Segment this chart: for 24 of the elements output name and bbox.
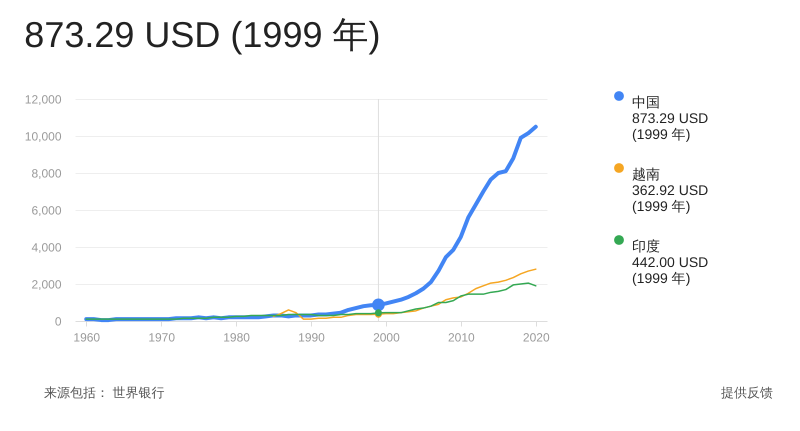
y-tick-label: 4,000: [31, 240, 62, 254]
chart-title: 873.29 USD (1999 年): [24, 14, 380, 55]
x-tick-label: 2000: [373, 330, 400, 344]
text: 来源包括： 世界银行: [44, 384, 165, 402]
text: 442.00 USD (1999 年): [632, 254, 708, 286]
y-tick-label: 10,000: [24, 130, 62, 144]
x-tick-label: 2020: [522, 330, 550, 344]
line-series: [85, 282, 537, 320]
text: 提供反馈: [721, 384, 773, 402]
y-tick-label: 8,000: [31, 166, 62, 180]
x-tick-label: 1990: [298, 330, 326, 344]
x-tick-label: 2010: [448, 330, 476, 344]
text: 873.29 USD (1999 年): [632, 110, 708, 142]
text: 362.92 USD (1999 年): [632, 182, 708, 214]
x-tick-label: 1960: [73, 330, 100, 344]
legend-label: 越南: [632, 166, 660, 182]
x-tick-label: 1970: [148, 330, 176, 344]
y-tick-label: 2,000: [31, 278, 62, 292]
x-tick-label: 1980: [223, 330, 250, 344]
y-tick-label: 6,000: [31, 204, 62, 218]
y-tick-label: 0: [54, 314, 62, 328]
legend-label: 印度: [632, 238, 660, 254]
y-tick-label: 12,000: [24, 92, 62, 106]
legend-label: 中国: [632, 94, 660, 110]
